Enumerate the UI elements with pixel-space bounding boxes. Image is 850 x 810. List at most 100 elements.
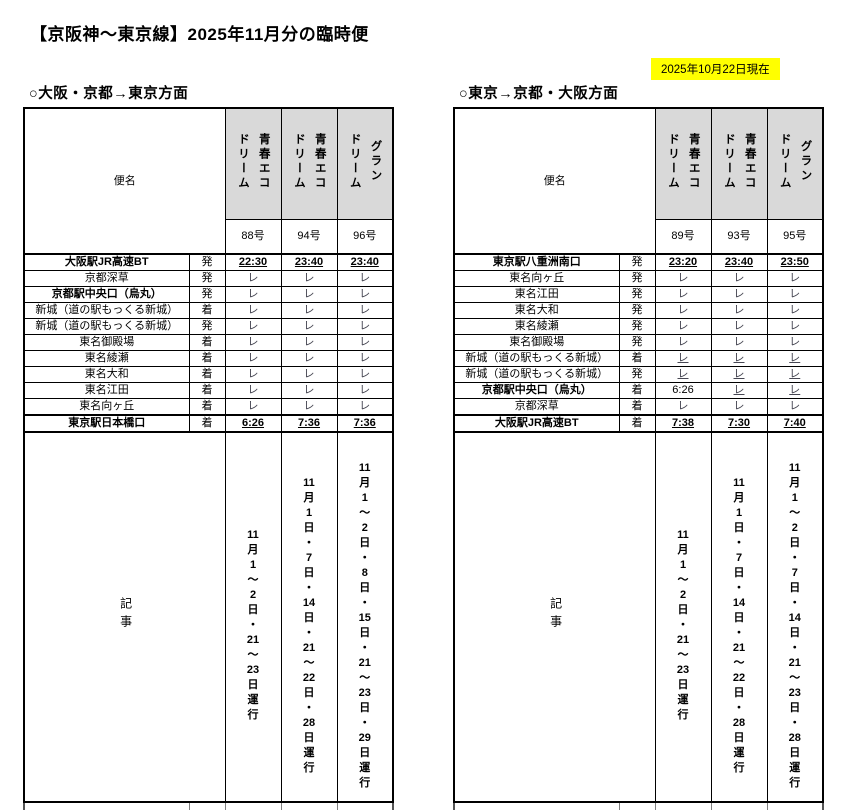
station-cell: 新城（道の駅もっくる新城）	[453, 366, 620, 383]
pass-cell: レ	[710, 398, 768, 416]
pass-cell: レ	[336, 366, 394, 383]
pass-cell: レ	[766, 318, 824, 335]
dep-arr-cell: 発	[618, 318, 656, 335]
dep-arr-cell: 発	[618, 366, 656, 383]
time-cell: 23:20	[654, 253, 712, 271]
station-cell: 新城（道の駅もっくる新城）	[23, 318, 190, 335]
dep-arr-cell: 発	[188, 286, 226, 303]
pass-cell: レ	[224, 334, 282, 351]
operating-dates: 11 月 1 ～ 2 日 ・ 7 日 ・ 14 日 ・ 21 ～ 23 日 ・ …	[788, 461, 801, 789]
timetable-block-osaka-to-tokyo: ○大阪・京都→東京方面 便名 青春エコ ドリーム 青春エコ ドリーム グラン ド…	[23, 82, 394, 810]
pass-cell: レ	[336, 270, 394, 287]
pass-cell: レ	[224, 270, 282, 287]
notes-cell: 11 月 1 ～ 2 日 ・ 21 ～ 23 日 運 行	[224, 431, 282, 803]
pass-cell: レ	[224, 302, 282, 319]
section-heading-tokyo-to-osaka: ○東京→京都・大阪方面	[459, 86, 619, 102]
operating-dates: 11 月 1 ～ 2 日 ・ 21 ～ 23 日 運 行	[246, 529, 260, 721]
dep-arr-cell: 着	[618, 398, 656, 416]
dep-arr-cell: 着	[188, 398, 226, 416]
pass-cell: レ	[710, 334, 768, 351]
service-header-cell: グラン ドリーム	[766, 107, 824, 220]
service-name-vertical: 青春エコ ドリーム	[237, 133, 270, 192]
pass-cell: レ	[710, 350, 768, 367]
service-number-cell: 89号	[654, 219, 712, 255]
operating-dates: 11 月 1 ～ 2 日 ・ 8 日 ・ 15 日 ・ 21 ～ 23 日 ・ …	[358, 461, 371, 789]
operating-dates: 11 月 1 日 ・ 7 日 ・ 14 日 ・ 21 ～ 22 日 ・ 28 日…	[302, 476, 316, 774]
dep-arr-cell: 発	[188, 253, 226, 271]
dep-arr-cell: 発	[618, 286, 656, 303]
dep-arr-cell: 発	[618, 302, 656, 319]
pass-cell: レ	[654, 398, 712, 416]
time-cell: 23:40	[336, 253, 394, 271]
dep-arr-cell: 発	[618, 334, 656, 351]
pass-cell: レ	[336, 302, 394, 319]
station-cell: 大阪駅JR高速BT	[453, 414, 620, 433]
dep-arr-cell: 発	[188, 318, 226, 335]
dep-arr-cell: 発	[188, 270, 226, 287]
timetable-tokyo-to-osaka: 便名 青春エコ ドリーム 青春エコ ドリーム グラン ドリーム 89号 93号 …	[453, 107, 824, 803]
pass-cell: レ	[280, 366, 338, 383]
pass-cell: レ	[280, 398, 338, 416]
pass-cell: レ	[654, 334, 712, 351]
service-header-cell: グラン ドリーム	[336, 107, 394, 220]
pass-cell: レ	[766, 382, 824, 399]
pass-cell: レ	[224, 398, 282, 416]
pass-cell: レ	[280, 382, 338, 399]
service-name-header-cell: 便名	[23, 107, 226, 255]
station-cell: 京都駅中央口（烏丸）	[453, 382, 620, 399]
station-cell: 大阪駅JR高速BT	[23, 253, 190, 271]
station-cell: 東名江田	[453, 286, 620, 303]
notes-header-vertical: 記事	[548, 597, 563, 634]
dep-arr-cell: 着	[618, 414, 656, 433]
pass-cell: レ	[710, 318, 768, 335]
station-cell: 東名御殿場	[23, 334, 190, 351]
service-header-cell: 青春エコ ドリーム	[224, 107, 282, 220]
station-cell: 新城（道の駅もっくる新城）	[23, 302, 190, 319]
station-cell: 東名向ヶ丘	[23, 398, 190, 416]
service-number-cell: 88号	[224, 219, 282, 255]
service-number-cell: 96号	[336, 219, 394, 255]
service-number-cell: 93号	[710, 219, 768, 255]
notes-cell: 11 月 1 日 ・ 7 日 ・ 14 日 ・ 21 ～ 22 日 ・ 28 日…	[710, 431, 768, 803]
pass-cell: レ	[766, 270, 824, 287]
service-name-header-cell: 便名	[453, 107, 656, 255]
pass-cell: レ	[280, 350, 338, 367]
pass-cell: レ	[336, 318, 394, 335]
service-header-cell: 青春エコ ドリーム	[280, 107, 338, 220]
dep-arr-cell: 着	[188, 366, 226, 383]
pass-cell: レ	[710, 270, 768, 287]
time-cell: 7:38	[654, 414, 712, 433]
table-continuation-stubs	[23, 803, 394, 810]
station-cell: 京都駅中央口（烏丸）	[23, 286, 190, 303]
pass-cell: レ	[654, 350, 712, 367]
pass-cell: レ	[710, 286, 768, 303]
station-cell: 東名綾瀬	[23, 350, 190, 367]
pass-cell: レ	[280, 286, 338, 303]
time-cell: 6:26	[654, 382, 712, 399]
timetable-osaka-to-tokyo: 便名 青春エコ ドリーム 青春エコ ドリーム グラン ドリーム 88号 94号 …	[23, 107, 394, 803]
time-cell: 7:30	[710, 414, 768, 433]
pass-cell: レ	[336, 382, 394, 399]
pass-cell: レ	[224, 382, 282, 399]
pass-cell: レ	[654, 366, 712, 383]
pass-cell: レ	[224, 286, 282, 303]
service-name-vertical: 青春エコ ドリーム	[667, 133, 700, 192]
section-heading-osaka-to-tokyo: ○大阪・京都→東京方面	[29, 86, 189, 102]
station-cell: 東名江田	[23, 382, 190, 399]
notes-header-cell: 記事	[453, 431, 656, 803]
station-cell: 東名御殿場	[453, 334, 620, 351]
table-continuation-stubs	[453, 803, 824, 810]
time-cell: 23:50	[766, 253, 824, 271]
dep-arr-cell: 着	[188, 350, 226, 367]
pass-cell: レ	[766, 286, 824, 303]
pass-cell: レ	[766, 302, 824, 319]
time-cell: 23:40	[710, 253, 768, 271]
pass-cell: レ	[766, 398, 824, 416]
service-header-cell: 青春エコ ドリーム	[654, 107, 712, 220]
dep-arr-cell: 発	[618, 253, 656, 271]
dep-arr-cell: 着	[618, 350, 656, 367]
station-cell: 東京駅八重洲南口	[453, 253, 620, 271]
pass-cell: レ	[766, 334, 824, 351]
pass-cell: レ	[336, 350, 394, 367]
